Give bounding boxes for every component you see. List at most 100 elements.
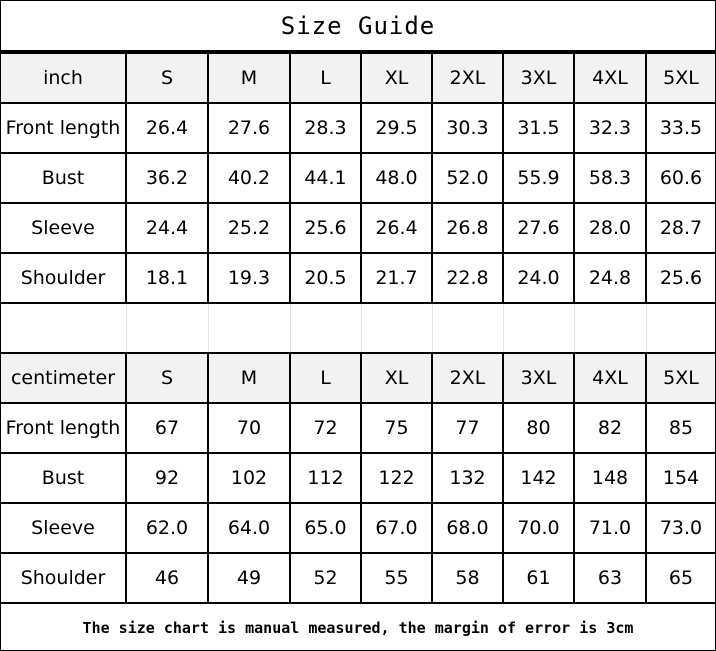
- measurement-label: Front length: [1, 402, 127, 454]
- spacer-cell: [502, 302, 575, 354]
- measurement-value: 28.0: [573, 202, 647, 254]
- measurement-value: 26.4: [125, 102, 209, 154]
- measurement-label: Shoulder: [1, 252, 127, 304]
- measurement-value: 33.5: [645, 102, 715, 154]
- spacer-cell: [125, 302, 209, 354]
- measurement-value: 55: [360, 552, 433, 604]
- measurement-value: 24.4: [125, 202, 209, 254]
- measurement-value: 20.5: [289, 252, 362, 304]
- spacer-cell: [207, 302, 291, 354]
- measurement-value: 25.6: [289, 202, 362, 254]
- size-header: XL: [360, 52, 433, 104]
- page-title: Size Guide: [1, 1, 715, 52]
- table-row: Bust 36.2 40.2 44.1 48.0 52.0 55.9 58.3 60.6: [1, 152, 715, 204]
- measurement-value: 65: [645, 552, 715, 604]
- measurement-value: 102: [207, 452, 291, 504]
- footer-note: The size chart is manual measured, the m…: [82, 619, 634, 637]
- measurement-value: 67: [125, 402, 209, 454]
- measurement-value: 30.3: [431, 102, 504, 154]
- measurement-value: 71.0: [573, 502, 647, 554]
- measurement-value: 70: [207, 402, 291, 454]
- measurement-value: 75: [360, 402, 433, 454]
- size-table: inch S M L XL 2XL 3XL 4XL 5XL Front length 26.4 27.…: [1, 52, 715, 604]
- measurement-value: 72: [289, 402, 362, 454]
- measurement-label: Bust: [1, 452, 127, 504]
- measurement-value: 24.8: [573, 252, 647, 304]
- measurement-value: 52.0: [431, 152, 504, 204]
- size-header: 3XL: [502, 352, 575, 404]
- size-header: M: [207, 352, 291, 404]
- measurement-value: 82: [573, 402, 647, 454]
- measurement-value: 62.0: [125, 502, 209, 554]
- size-header: L: [289, 352, 362, 404]
- table-row: Front length 67 70 72 75 77 80 82 85: [1, 402, 715, 454]
- measurement-label: Front length: [1, 102, 127, 154]
- size-header: 2XL: [431, 52, 504, 104]
- measurement-value: 44.1: [289, 152, 362, 204]
- size-header: 2XL: [431, 352, 504, 404]
- measurement-label: Bust: [1, 152, 127, 204]
- measurement-value: 70.0: [502, 502, 575, 554]
- size-header: 4XL: [573, 52, 647, 104]
- unit-header: inch: [1, 52, 127, 104]
- measurement-value: 142: [502, 452, 575, 504]
- measurement-value: 48.0: [360, 152, 433, 204]
- measurement-value: 49: [207, 552, 291, 604]
- measurement-value: 26.4: [360, 202, 433, 254]
- size-header: S: [125, 52, 209, 104]
- measurement-value: 77: [431, 402, 504, 454]
- measurement-value: 28.7: [645, 202, 715, 254]
- table-row: Front length 26.4 27.6 28.3 29.5 30.3 31.5 32.3…: [1, 102, 715, 154]
- measurement-value: 29.5: [360, 102, 433, 154]
- measurement-value: 122: [360, 452, 433, 504]
- size-header: 5XL: [645, 52, 715, 104]
- measurement-value: 55.9: [502, 152, 575, 204]
- spacer-cell: [431, 302, 504, 354]
- spacer-cell: [1, 302, 127, 354]
- measurement-value: 27.6: [502, 202, 575, 254]
- size-header: L: [289, 52, 362, 104]
- measurement-value: 27.6: [207, 102, 291, 154]
- measurement-value: 112: [289, 452, 362, 504]
- measurement-value: 32.3: [573, 102, 647, 154]
- table-row: Bust 92 102 112 122 132 142 148 154: [1, 452, 715, 504]
- table-row: Sleeve 24.4 25.2 25.6 26.4 26.8 27.6 28.0 28.7: [1, 202, 715, 254]
- measurement-value: 64.0: [207, 502, 291, 554]
- spacer-cell: [360, 302, 433, 354]
- measurement-value: 73.0: [645, 502, 715, 554]
- size-header: S: [125, 352, 209, 404]
- measurement-value: 24.0: [502, 252, 575, 304]
- measurement-value: 25.6: [645, 252, 715, 304]
- measurement-label: Sleeve: [1, 502, 127, 554]
- measurement-value: 148: [573, 452, 647, 504]
- measurement-value: 132: [431, 452, 504, 504]
- measurement-value: 60.6: [645, 152, 715, 204]
- measurement-value: 26.8: [431, 202, 504, 254]
- size-header: XL: [360, 352, 433, 404]
- table-row: Shoulder 18.1 19.3 20.5 21.7 22.8 24.0 24.8 25.6: [1, 252, 715, 304]
- header-row: inch S M L XL 2XL 3XL 4XL 5XL: [1, 52, 715, 104]
- measurement-value: 28.3: [289, 102, 362, 154]
- measurement-label: Shoulder: [1, 552, 127, 604]
- measurement-value: 85: [645, 402, 715, 454]
- spacer-cell: [573, 302, 647, 354]
- measurement-value: 46: [125, 552, 209, 604]
- spacer-row: [1, 302, 715, 354]
- measurement-value: 58.3: [573, 152, 647, 204]
- measurement-value: 61: [502, 552, 575, 604]
- spacer-cell: [289, 302, 362, 354]
- measurement-value: 31.5: [502, 102, 575, 154]
- header-row: centimeter S M L XL 2XL 3XL 4XL 5XL: [1, 352, 715, 404]
- measurement-value: 58: [431, 552, 504, 604]
- measurement-value: 63: [573, 552, 647, 604]
- measurement-value: 65.0: [289, 502, 362, 554]
- measurement-value: 22.8: [431, 252, 504, 304]
- spacer-cell: [645, 302, 715, 354]
- measurement-value: 40.2: [207, 152, 291, 204]
- measurement-value: 80: [502, 402, 575, 454]
- measurement-value: 52: [289, 552, 362, 604]
- size-header: 4XL: [573, 352, 647, 404]
- measurement-value: 25.2: [207, 202, 291, 254]
- measurement-value: 68.0: [431, 502, 504, 554]
- measurement-value: 67.0: [360, 502, 433, 554]
